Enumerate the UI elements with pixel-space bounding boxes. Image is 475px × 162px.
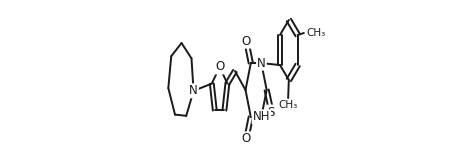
Text: O: O xyxy=(242,35,251,48)
Text: CH₃: CH₃ xyxy=(306,28,326,38)
Text: NH: NH xyxy=(253,110,270,123)
Text: O: O xyxy=(215,60,224,74)
Text: S: S xyxy=(268,105,275,118)
Text: N: N xyxy=(189,84,198,97)
Text: N: N xyxy=(257,57,266,70)
Text: CH₃: CH₃ xyxy=(278,100,298,110)
Text: O: O xyxy=(242,132,251,145)
